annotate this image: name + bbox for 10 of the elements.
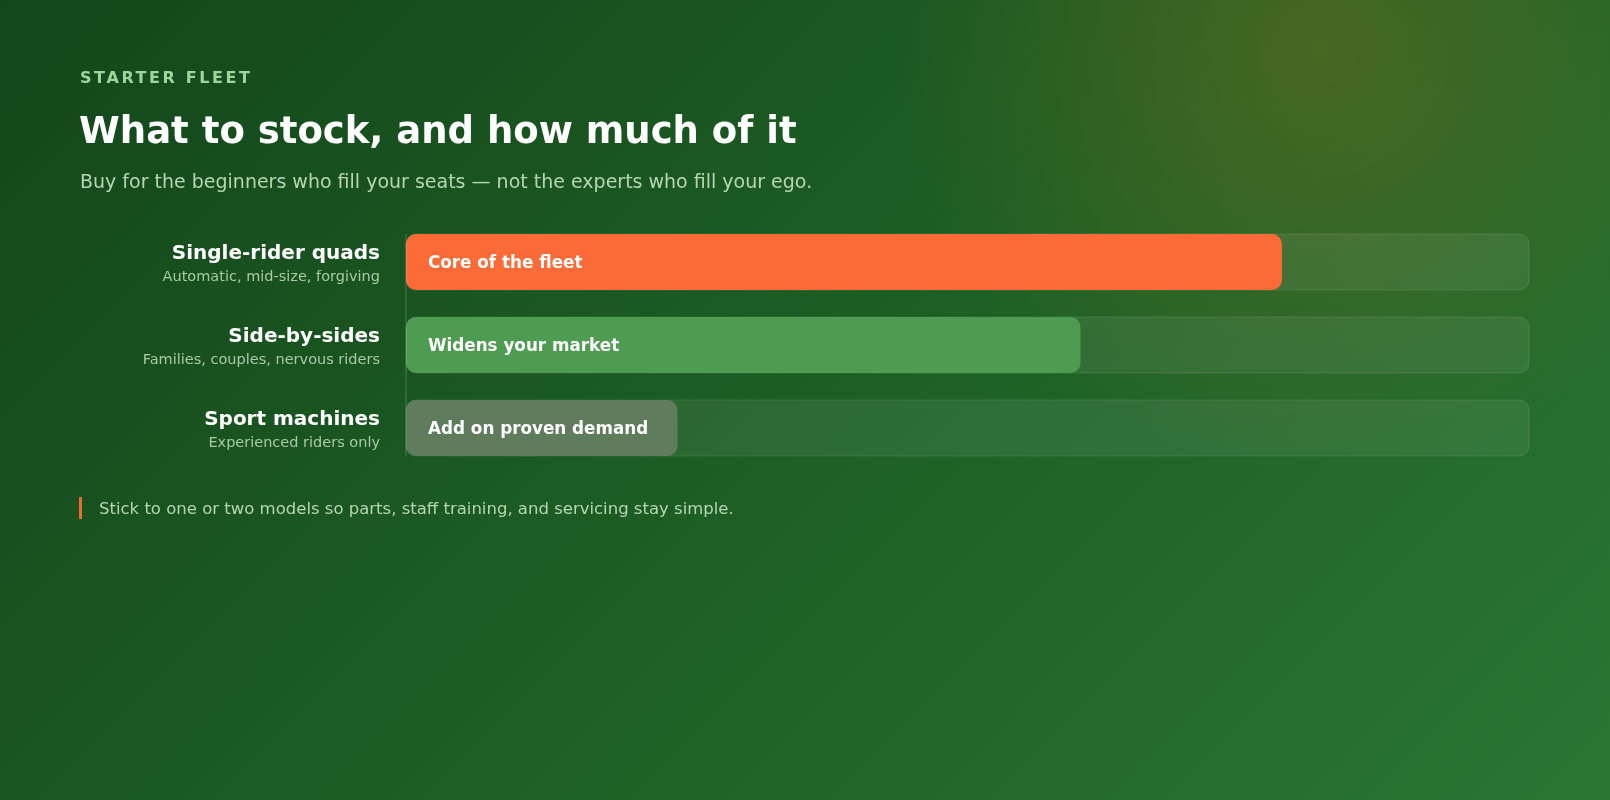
- y-tick-label: Single-rider quads Automatic, mid-size, forgiving: [162, 240, 380, 284]
- y-tick-label: Side-by-sides Families, couples, nervous riders: [142, 323, 380, 367]
- annotation: Core of the fleet: [428, 252, 583, 272]
- annotation: Add on proven demand: [428, 418, 649, 438]
- chart-subtitle: Buy for the beginners who fill your seats — not the experts who fill your ego.: [80, 170, 813, 192]
- text: STARTER FLEET: [80, 67, 253, 87]
- annotation: Widens your market: [428, 335, 620, 355]
- y-tick-label: Sport machines Experienced riders only: [204, 406, 381, 450]
- chart-title: What to stock, and how much of it: [79, 108, 797, 152]
- text: Stick to one or two models so parts, staff training, and servicing stay simple.: [99, 498, 734, 518]
